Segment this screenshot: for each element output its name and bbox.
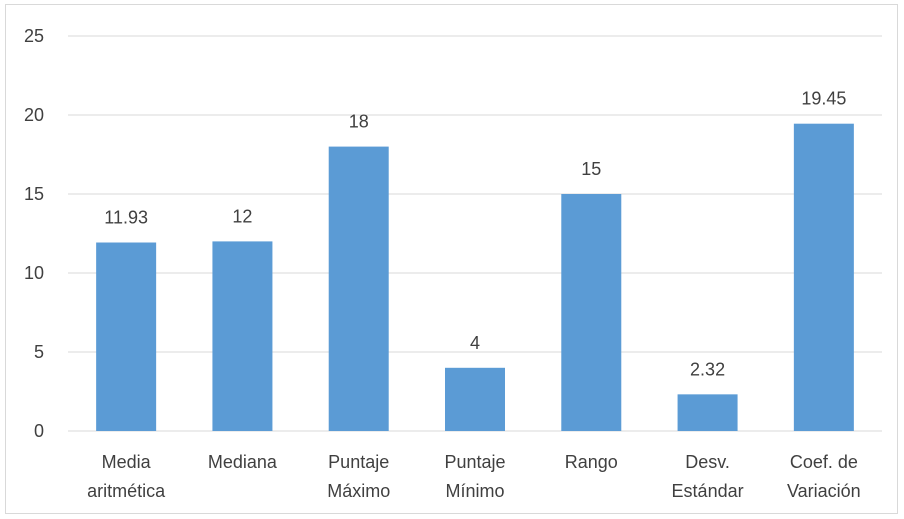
category-label: aritmética xyxy=(87,481,166,501)
y-tick-label: 5 xyxy=(34,342,44,362)
category-label: Media xyxy=(102,452,152,472)
category-label: Mediana xyxy=(208,452,278,472)
y-tick-label: 25 xyxy=(24,26,44,46)
bar xyxy=(793,123,854,431)
category-label: Variación xyxy=(787,481,861,501)
bar xyxy=(677,394,738,431)
category-label: Puntaje xyxy=(328,452,389,472)
data-label: 11.93 xyxy=(104,208,148,228)
y-tick-label: 0 xyxy=(34,421,44,441)
data-label: 15 xyxy=(581,159,601,179)
category-label: Rango xyxy=(565,452,618,472)
bar xyxy=(212,241,273,431)
y-tick-label: 20 xyxy=(24,105,44,125)
data-label: 18 xyxy=(349,112,369,132)
data-label: 2.32 xyxy=(690,359,725,379)
category-label: Puntaje xyxy=(444,452,505,472)
category-label: Mínimo xyxy=(445,481,504,501)
category-label: Estándar xyxy=(672,481,744,501)
y-tick-label: 15 xyxy=(24,184,44,204)
data-label: 12 xyxy=(232,206,252,226)
data-label: 4 xyxy=(470,333,480,353)
data-label: 19.45 xyxy=(801,89,846,109)
bar xyxy=(328,146,389,431)
y-tick-label: 10 xyxy=(24,263,44,283)
bar xyxy=(561,194,622,431)
bar xyxy=(445,367,505,431)
category-label: Desv. xyxy=(685,452,730,472)
category-label: Máximo xyxy=(327,481,390,501)
bar xyxy=(96,242,157,431)
category-label: Coef. de xyxy=(790,452,858,472)
